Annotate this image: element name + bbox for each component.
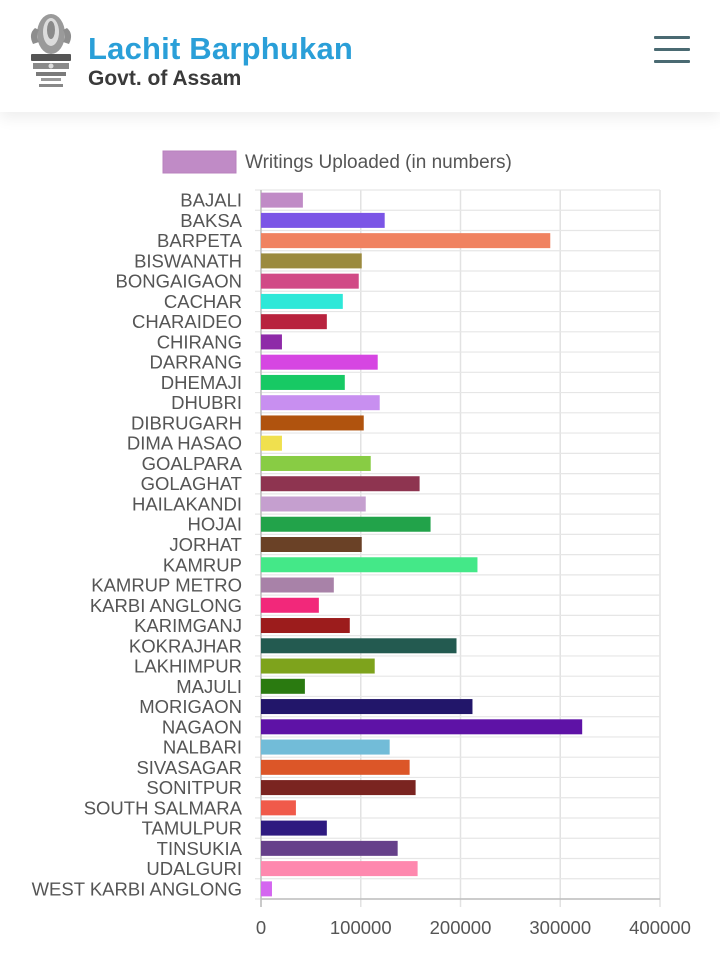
- y-tick-label: LAKHIMPUR: [134, 656, 242, 677]
- x-tick-label: 100000: [330, 917, 392, 938]
- y-tick-label: HOJAI: [188, 514, 242, 535]
- bar: [261, 212, 385, 228]
- y-tick-label: DHEMAJI: [161, 372, 242, 393]
- y-tick-label: UDALGURI: [146, 858, 242, 879]
- y-tick-label: SIVASAGAR: [136, 757, 242, 778]
- y-tick-label: KOKRAJHAR: [129, 635, 242, 656]
- y-tick-label: KAMRUP: [163, 554, 242, 575]
- x-tick-label: 400000: [629, 917, 691, 938]
- bar: [261, 455, 371, 471]
- bar: [261, 354, 378, 370]
- bar: [261, 253, 362, 269]
- bar: [261, 395, 380, 411]
- y-tick-label: TAMULPUR: [142, 818, 242, 839]
- bar: [261, 780, 416, 796]
- y-tick-label: BARPETA: [157, 230, 243, 251]
- bar: [261, 618, 350, 634]
- y-tick-label: CHARAIDEO: [132, 311, 242, 332]
- x-tick-label: 0: [256, 917, 266, 938]
- y-tick-label: MORIGAON: [139, 696, 242, 717]
- y-tick-label: CHIRANG: [157, 331, 242, 352]
- bar: [261, 881, 272, 897]
- bar: [261, 273, 359, 289]
- bar: [261, 314, 327, 330]
- bar: [261, 820, 327, 836]
- bar: [261, 293, 343, 309]
- bar: [261, 374, 345, 390]
- bar: [261, 699, 473, 715]
- bar: [261, 435, 282, 451]
- y-tick-label: DARRANG: [149, 352, 242, 373]
- y-tick-label: MAJULI: [176, 676, 242, 697]
- bar: [261, 537, 362, 552]
- y-tick-label: SONITPUR: [146, 777, 242, 798]
- brand-title: Lachit Barphukan: [88, 31, 354, 66]
- y-tick-label: CACHAR: [164, 291, 242, 312]
- y-tick-label: KAMRUP METRO: [91, 575, 242, 596]
- legend-label: Writings Uploaded (in numbers): [245, 152, 512, 173]
- y-tick-label: BAJALI: [180, 190, 242, 211]
- y-tick-label: DIBRUGARH: [131, 412, 242, 433]
- y-tick-label: BAKSA: [180, 210, 242, 231]
- y-tick-label: NALBARI: [163, 737, 242, 758]
- y-tick-label: KARIMGANJ: [134, 615, 242, 636]
- y-tick-label: DHUBRI: [171, 392, 242, 413]
- y-tick-label: BISWANATH: [134, 250, 242, 271]
- hamburger-menu-icon[interactable]: [650, 32, 690, 68]
- bar: [261, 759, 410, 775]
- y-tick-label: JORHAT: [169, 534, 242, 555]
- y-tick-label: NAGAON: [162, 716, 242, 737]
- brand-subtitle: Govt. of Assam: [88, 67, 242, 90]
- bar: [261, 334, 282, 350]
- state-emblem-icon: [30, 14, 72, 87]
- bar: [261, 678, 305, 694]
- bar: [261, 233, 551, 249]
- bar: [261, 861, 418, 877]
- bar: [261, 557, 478, 573]
- bar: [261, 577, 334, 593]
- bar: [261, 496, 366, 512]
- bar: [261, 638, 457, 654]
- bar: [261, 719, 583, 735]
- bar: [261, 800, 296, 816]
- legend-swatch: [162, 150, 237, 174]
- y-tick-label: SOUTH SALMARA: [84, 797, 243, 818]
- y-tick-label: BONGAIGAON: [116, 271, 242, 292]
- y-tick-label: GOLAGHAT: [141, 473, 242, 494]
- bar: [261, 192, 303, 208]
- bar: [261, 739, 390, 755]
- writings-bar-chart: Writings Uploaded (in numbers)BAJALIBAKS…: [32, 150, 691, 938]
- bar: [261, 415, 364, 431]
- y-tick-label: TINSUKIA: [157, 838, 243, 859]
- y-tick-label: WEST KARBI ANGLONG: [32, 878, 242, 899]
- y-tick-label: GOALPARA: [142, 453, 243, 474]
- y-tick-label: HAILAKANDI: [132, 493, 242, 514]
- bar: [261, 516, 431, 532]
- bar: [261, 658, 375, 674]
- app-header: Lachit Barphukan Govt. of Assam: [0, 0, 720, 112]
- x-tick-label: 300000: [529, 917, 591, 938]
- y-tick-label: DIMA HASAO: [127, 433, 242, 454]
- x-tick-label: 200000: [430, 917, 492, 938]
- bar: [261, 840, 398, 856]
- bar: [261, 597, 319, 613]
- bar: [261, 476, 420, 492]
- y-tick-label: KARBI ANGLONG: [90, 595, 242, 616]
